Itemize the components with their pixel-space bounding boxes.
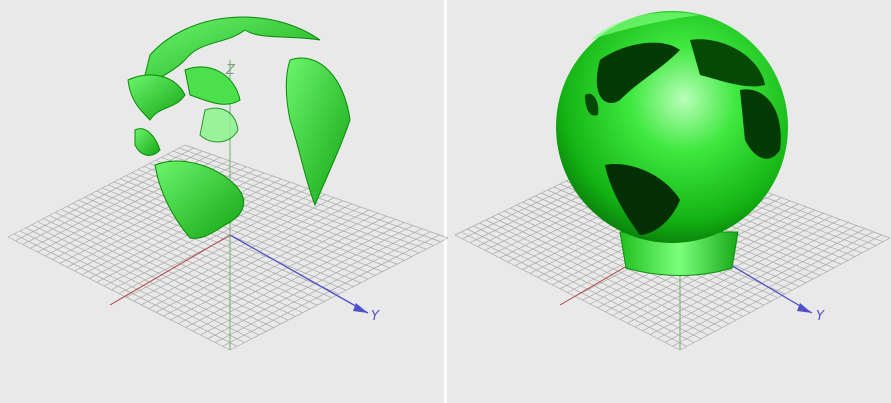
left-globe	[127, 16, 351, 239]
grid-line	[178, 147, 441, 243]
right-globe	[556, 11, 788, 276]
grid-line	[672, 234, 882, 347]
grid-line	[192, 222, 405, 332]
grid-line	[229, 237, 449, 351]
axis-label: Z	[225, 63, 236, 78]
x-axis	[109, 234, 231, 306]
grid-line	[173, 150, 434, 246]
grid-line	[649, 225, 857, 335]
y-arrow	[353, 303, 368, 313]
grid-line	[200, 225, 414, 336]
grid-line	[207, 228, 422, 340]
grid-line	[679, 237, 891, 351]
y-axis	[229, 234, 369, 314]
grid-line	[222, 234, 440, 347]
axis-label: Y	[371, 309, 380, 324]
axis-label: Y	[816, 309, 825, 324]
y-arrow	[797, 303, 812, 313]
grid-line	[642, 222, 849, 332]
